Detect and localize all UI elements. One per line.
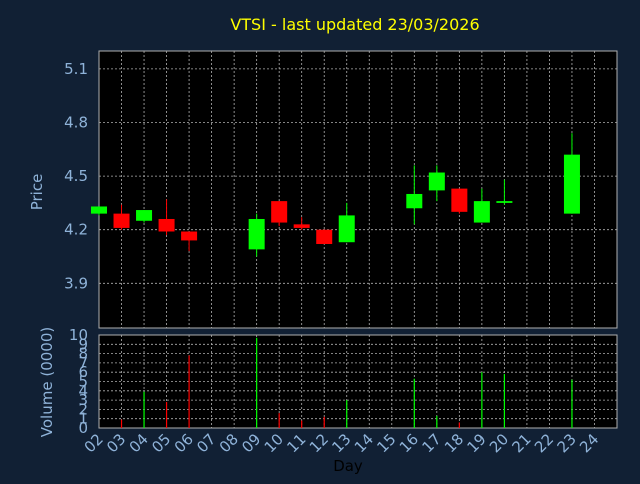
volume-bar — [436, 415, 438, 428]
candlestick-series — [91, 133, 580, 257]
price-tick-label: 4.8 — [64, 113, 88, 131]
candle-body — [158, 218, 175, 232]
volume-bar — [503, 374, 505, 428]
candle-body — [181, 231, 198, 241]
candle-body — [473, 201, 490, 223]
candle — [338, 202, 355, 243]
price-y-tick-labels: 3.9 4.2 4.5 4.8 5.1 — [64, 60, 88, 292]
volume-tick-label: 4 — [78, 382, 88, 400]
candle-body — [406, 193, 423, 209]
volume-bar-series — [120, 337, 573, 428]
volume-bar — [571, 379, 573, 428]
candle-body — [91, 206, 107, 214]
candle-body — [293, 224, 310, 228]
volume-bar — [188, 355, 190, 428]
day-axis-label: Day — [333, 457, 363, 475]
volume-bar — [346, 400, 348, 428]
volume-tick-label: 2 — [78, 400, 88, 418]
candle — [181, 231, 198, 252]
price-tick-label: 4.5 — [64, 167, 88, 185]
volume-tick-label: 7 — [78, 354, 88, 372]
volume-bar — [413, 378, 415, 428]
candle-body — [338, 215, 355, 243]
volume-bar — [256, 337, 258, 428]
candle — [248, 213, 265, 257]
volume-bar — [165, 401, 168, 428]
candle-body — [248, 218, 265, 250]
candle-body — [271, 201, 288, 223]
volume-bar — [120, 419, 123, 428]
candle — [113, 204, 130, 230]
volume-bar — [143, 391, 145, 428]
price-tick-label: 4.2 — [64, 221, 88, 239]
candle-body — [428, 172, 445, 191]
candle — [293, 217, 310, 230]
volume-tick-label: 3 — [78, 391, 88, 409]
volume-tick-label: 0 — [78, 419, 88, 437]
candle — [563, 133, 580, 214]
price-tick-label: 5.1 — [64, 60, 88, 78]
volume-bar — [481, 372, 483, 428]
volume-tick-label: 10 — [69, 326, 88, 344]
volume-bar — [458, 422, 460, 428]
price-tick-label: 3.9 — [64, 274, 88, 292]
volume-tick-label: 5 — [78, 373, 88, 391]
volume-axis-label: Volume (0000) — [38, 327, 56, 437]
volume-bar — [323, 416, 325, 428]
candle-body — [316, 229, 333, 245]
chart-title: VTSI - last updated 23/03/2026 — [230, 15, 479, 34]
candle — [451, 188, 468, 214]
candle-body — [113, 213, 130, 228]
candle — [473, 188, 490, 223]
volume-tick-label: 1 — [78, 410, 88, 428]
candle — [136, 210, 153, 223]
candle — [496, 179, 513, 205]
candle-body — [563, 154, 580, 214]
candle — [406, 165, 423, 225]
candle — [158, 199, 175, 236]
volume-tick-label: 9 — [78, 335, 88, 353]
volume-bar — [301, 420, 303, 428]
candle — [316, 229, 333, 245]
candle — [91, 206, 107, 216]
day-x-tick-labels: 0203040506070809101112131415161718192021… — [81, 430, 603, 456]
price-axis-label: Price — [28, 174, 46, 211]
volume-tick-label: 8 — [78, 345, 88, 363]
volume-bar — [278, 413, 280, 428]
volume-tick-label: 6 — [78, 363, 88, 381]
candle-body — [136, 210, 153, 221]
candle-body — [496, 201, 513, 203]
candle — [271, 201, 288, 227]
candle — [428, 165, 445, 202]
candle-body — [451, 188, 468, 212]
price-plot-area — [98, 50, 618, 329]
